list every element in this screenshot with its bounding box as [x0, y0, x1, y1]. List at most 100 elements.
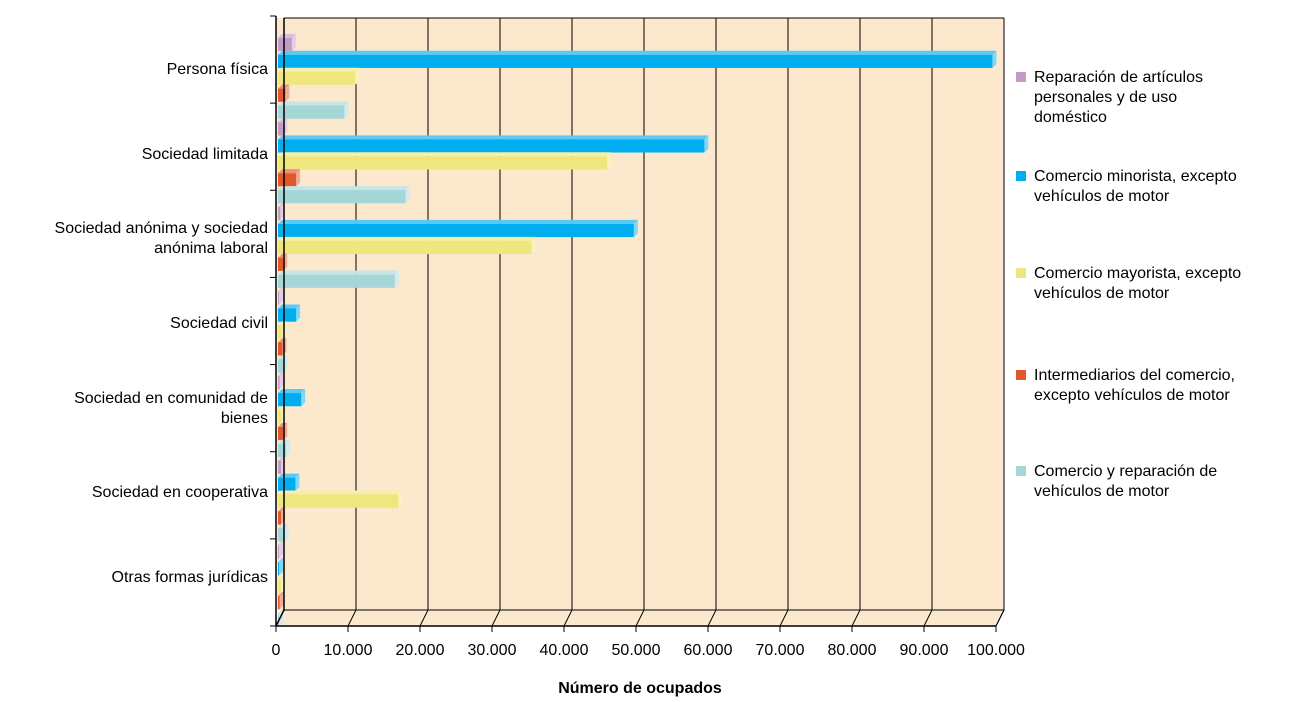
bar [278, 135, 709, 153]
bar-front [278, 409, 282, 424]
floor-right-edge [995, 609, 1005, 627]
bar-end [398, 490, 403, 508]
bar-end [279, 558, 283, 576]
bar-front [278, 494, 399, 508]
bar-end [296, 169, 301, 187]
bar [278, 558, 283, 576]
x-tick-label: 100.000 [967, 642, 1025, 659]
bar [278, 101, 349, 119]
bar-end [285, 84, 290, 102]
x-tick-label: 80.000 [827, 642, 877, 659]
bar [278, 33, 296, 52]
x-tick-label: 0 [271, 642, 281, 659]
bar [278, 287, 283, 305]
bar-end [633, 219, 638, 238]
legend-label: Intermediarios del comercio, excepto veh… [1034, 367, 1235, 404]
bar [278, 372, 284, 390]
category-label: Sociedad civil [170, 315, 268, 332]
x-tick-label: 60.000 [683, 642, 733, 659]
bar-front [278, 88, 286, 102]
bar-end [394, 270, 399, 288]
x-tick-label: 50.000 [611, 642, 661, 659]
legend-swatch [1016, 72, 1026, 82]
bar-front [278, 376, 280, 390]
bar [278, 152, 612, 170]
bar-front [278, 545, 279, 559]
bar [278, 219, 638, 238]
category-label: Sociedad limitada [141, 145, 268, 163]
bar-top [278, 118, 288, 123]
bar-top [278, 389, 306, 394]
bar-end [344, 101, 349, 119]
bar-top [278, 50, 997, 55]
bar-top [278, 541, 283, 546]
bar-top [278, 287, 283, 292]
legend-swatch [1016, 268, 1026, 278]
floor-gridline [347, 609, 357, 627]
bar-front [278, 71, 356, 85]
bar-end [279, 592, 284, 610]
bar [278, 270, 399, 288]
bar-end [301, 389, 306, 407]
bar-front [278, 325, 283, 339]
bar-front [278, 274, 395, 288]
bar-end [704, 135, 709, 153]
floor-gridline [923, 609, 933, 627]
floor-gridline [635, 609, 645, 627]
bar-front [278, 511, 282, 525]
bar-end [286, 439, 291, 457]
bar-top [278, 135, 709, 140]
legend-swatch [1016, 370, 1026, 380]
bar-front [278, 54, 993, 68]
floor-gridline [851, 609, 861, 627]
bar [278, 541, 283, 559]
bar-front [278, 443, 287, 457]
bar [278, 473, 300, 491]
x-tick-label: 90.000 [899, 642, 949, 659]
bar-front [278, 528, 285, 542]
bar [278, 236, 536, 255]
bar-top [278, 186, 410, 191]
floor-gridline [563, 609, 573, 627]
x-axis-label: Número de ocupados [558, 680, 722, 697]
bar-front [278, 477, 296, 491]
legend-label: Comercio mayorista, excepto vehículos de… [1034, 265, 1242, 302]
bar-end [279, 541, 283, 559]
bar-front [278, 393, 302, 407]
bar-top [278, 372, 284, 377]
bar-front [278, 240, 532, 255]
bar-front [278, 308, 297, 322]
bar-end [531, 236, 536, 255]
floor-gridline [491, 609, 501, 627]
x-tick-label: 30.000 [467, 642, 517, 659]
plot-background [276, 18, 1004, 626]
bar-front [278, 37, 292, 52]
category-label: Otras formas jurídicas [111, 568, 268, 586]
x-tick-label: 20.000 [395, 642, 445, 659]
axes [270, 15, 997, 632]
legend-label: Reparación de artículos personales y de … [1034, 69, 1203, 126]
bar [278, 490, 403, 508]
bar [278, 169, 301, 187]
bar-front [278, 122, 284, 136]
bar-top [278, 152, 612, 157]
bar [278, 50, 997, 68]
bar [278, 67, 360, 85]
category-label: Sociedad anónima y sociedad anónima labo… [54, 220, 268, 258]
floor-gridline [419, 609, 429, 627]
legend-swatch [1016, 171, 1026, 181]
category-label: Persona física [166, 61, 268, 79]
bar-top [278, 592, 284, 597]
bar-end [291, 33, 296, 52]
bar-end [992, 50, 997, 68]
bar [278, 186, 410, 204]
bar-top [278, 203, 285, 208]
bar-end [405, 186, 410, 204]
bar-top [278, 219, 638, 224]
bar-end [355, 67, 360, 85]
bar-front [278, 173, 297, 187]
bar-top [278, 270, 399, 275]
category-label: Sociedad en comunidad de bienes [74, 389, 268, 427]
x-tick-label: 70.000 [755, 642, 805, 659]
bar-end [296, 304, 301, 322]
